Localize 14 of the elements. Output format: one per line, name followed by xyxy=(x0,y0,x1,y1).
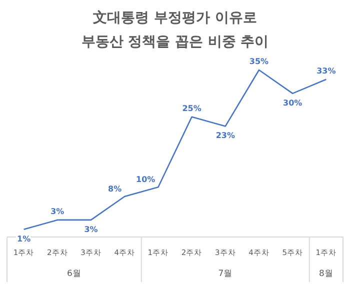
data-label: 10% xyxy=(136,175,156,184)
data-label: 35% xyxy=(249,57,269,66)
data-label: 25% xyxy=(182,104,202,113)
data-label: 30% xyxy=(283,98,302,108)
data-label: 23% xyxy=(216,131,235,140)
data-label: 3% xyxy=(84,224,98,234)
data-label: 3% xyxy=(50,206,64,216)
text: 7월 xyxy=(218,269,233,279)
data-label: 33% xyxy=(316,66,336,76)
data-label: 1% xyxy=(17,234,31,244)
data-label: 8% xyxy=(108,184,122,194)
chart-title: 文대통령 부정평가 이유로 부동산 정책을 꼽은 비중 추이 xyxy=(81,9,269,50)
text: 8월 xyxy=(318,269,334,279)
text: 6월 xyxy=(66,269,82,279)
